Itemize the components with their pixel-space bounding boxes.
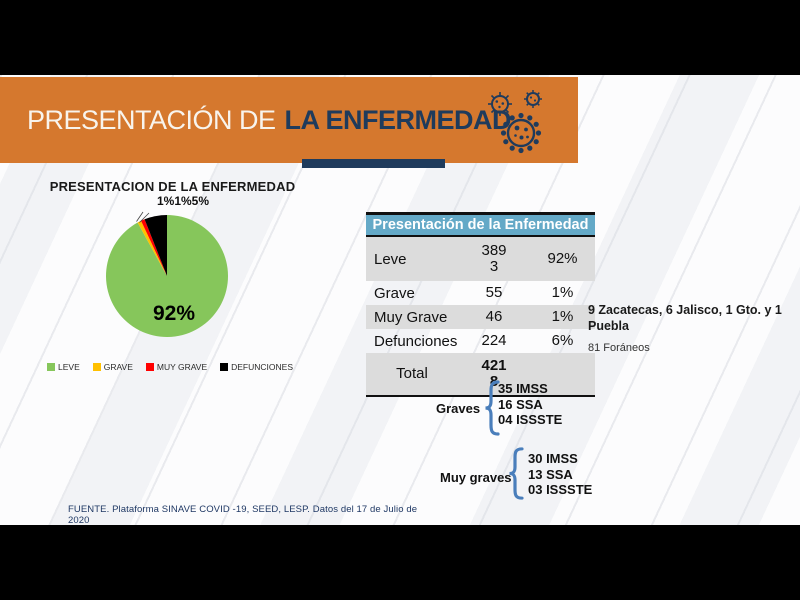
pie-slice-defunciones: [144, 215, 167, 276]
pie-center-label: 92%: [153, 302, 195, 325]
regional-notes: 9 Zacatecas, 6 Jalisco, 1 Gto. y 1 Puebl…: [588, 303, 785, 354]
muy-graves-brace: [509, 447, 524, 500]
graves-item: 04 ISSSTE: [498, 412, 563, 427]
legend-swatch-defunciones: [220, 363, 229, 371]
table-row: Grave 55 1%: [366, 281, 595, 305]
source-footer: FUENTE. Plataforma SINAVE COVID -19, SEE…: [68, 504, 418, 525]
pie-leader-lines: [136, 211, 150, 223]
muy-graves-item: 03 ISSSTE: [528, 482, 593, 497]
legend-label-defunciones: DEFUNCIONES: [231, 362, 293, 372]
pie-slice-labels: 1%1%5%: [156, 194, 210, 208]
legend-swatch-grave: [92, 363, 101, 371]
pie-slice-grave: [137, 220, 167, 276]
row-percent: 6%: [551, 332, 574, 350]
row-label: Grave: [374, 284, 415, 302]
row-label: Muy Grave: [374, 308, 448, 326]
graves-item: 35 IMSS: [498, 381, 548, 396]
pie-slice-leve: [106, 215, 229, 338]
graves-label: Graves: [436, 401, 481, 416]
graves-breakdown: 35 IMSS 16 SSA 04 ISSSTE: [498, 381, 562, 428]
row-value: 55: [485, 284, 503, 302]
presentation-table: Presentación de la Enfermedad Leve 389 3…: [366, 212, 595, 397]
row-label: Total: [396, 365, 428, 383]
row-value: 46: [485, 308, 503, 326]
graves-item: 16 SSA: [498, 396, 543, 412]
pie-chart: 92%: [106, 211, 229, 338]
row-percent: 1%: [551, 284, 574, 302]
legend-label-muy-grave: MUY GRAVE: [156, 362, 208, 372]
page-title-emphasis: LA ENFERMEDAD: [284, 104, 512, 135]
row-value: 224: [481, 332, 507, 350]
legend-item-muy-grave: MUY GRAVE: [145, 362, 208, 372]
row-label: Leve: [374, 250, 407, 268]
virus-icon-details: [495, 96, 542, 154]
table-row: Leve 389 3 92%: [366, 237, 595, 281]
header-band: PRESENTACIÓN DE LA ENFERMEDAD: [0, 77, 578, 163]
muy-graves-breakdown: 30 IMSS 13 SSA 03 ISSSTE: [528, 451, 592, 498]
pie-slice-muy-grave: [141, 219, 167, 276]
row-label: Defunciones: [374, 332, 458, 350]
table-row-total: Total 421 8: [366, 353, 595, 397]
table-row: Defunciones 224 6%: [366, 329, 595, 353]
pie-legend: LEVE GRAVE MUY GRAVE DEFUNCIONES: [27, 362, 313, 372]
legend-swatch-leve: [47, 363, 55, 371]
row-percent: 1%: [551, 308, 574, 326]
page-title-prefix: PRESENTACIÓN DE: [27, 104, 276, 135]
table-header: Presentación de la Enfermedad: [366, 212, 595, 237]
row-value: 389 3: [481, 242, 507, 275]
legend-swatch-muy-grave: [145, 363, 154, 371]
legend-item-defunciones: DEFUNCIONES: [220, 362, 293, 372]
notes-foraneos: 81 Foráneos: [588, 342, 650, 355]
row-percent: 92%: [547, 250, 578, 268]
legend-item-leve: LEVE: [47, 362, 80, 372]
table-row: Muy Grave 46 1%: [366, 305, 595, 329]
muy-graves-item: 13 SSA: [528, 466, 573, 482]
muy-graves-label: Muy graves: [440, 470, 512, 485]
virus-icon: [488, 90, 542, 154]
legend-item-grave: GRAVE: [92, 362, 133, 372]
slide-canvas: PRESENTACIÓN DE LA ENFERMEDAD: [0, 75, 800, 525]
page-title: PRESENTACIÓN DE LA ENFERMEDAD: [27, 77, 512, 163]
legend-label-leve: LEVE: [58, 362, 80, 372]
graves-brace: [485, 380, 500, 436]
header-accent-bar: [302, 159, 445, 168]
legend-label-grave: GRAVE: [103, 362, 133, 372]
chart-title: PRESENTACION DE LA ENFERMEDAD: [49, 179, 296, 194]
muy-graves-item: 30 IMSS: [528, 451, 578, 466]
notes-states: 9 Zacatecas, 6 Jalisco, 1 Gto. y 1 Puebl…: [588, 303, 782, 333]
